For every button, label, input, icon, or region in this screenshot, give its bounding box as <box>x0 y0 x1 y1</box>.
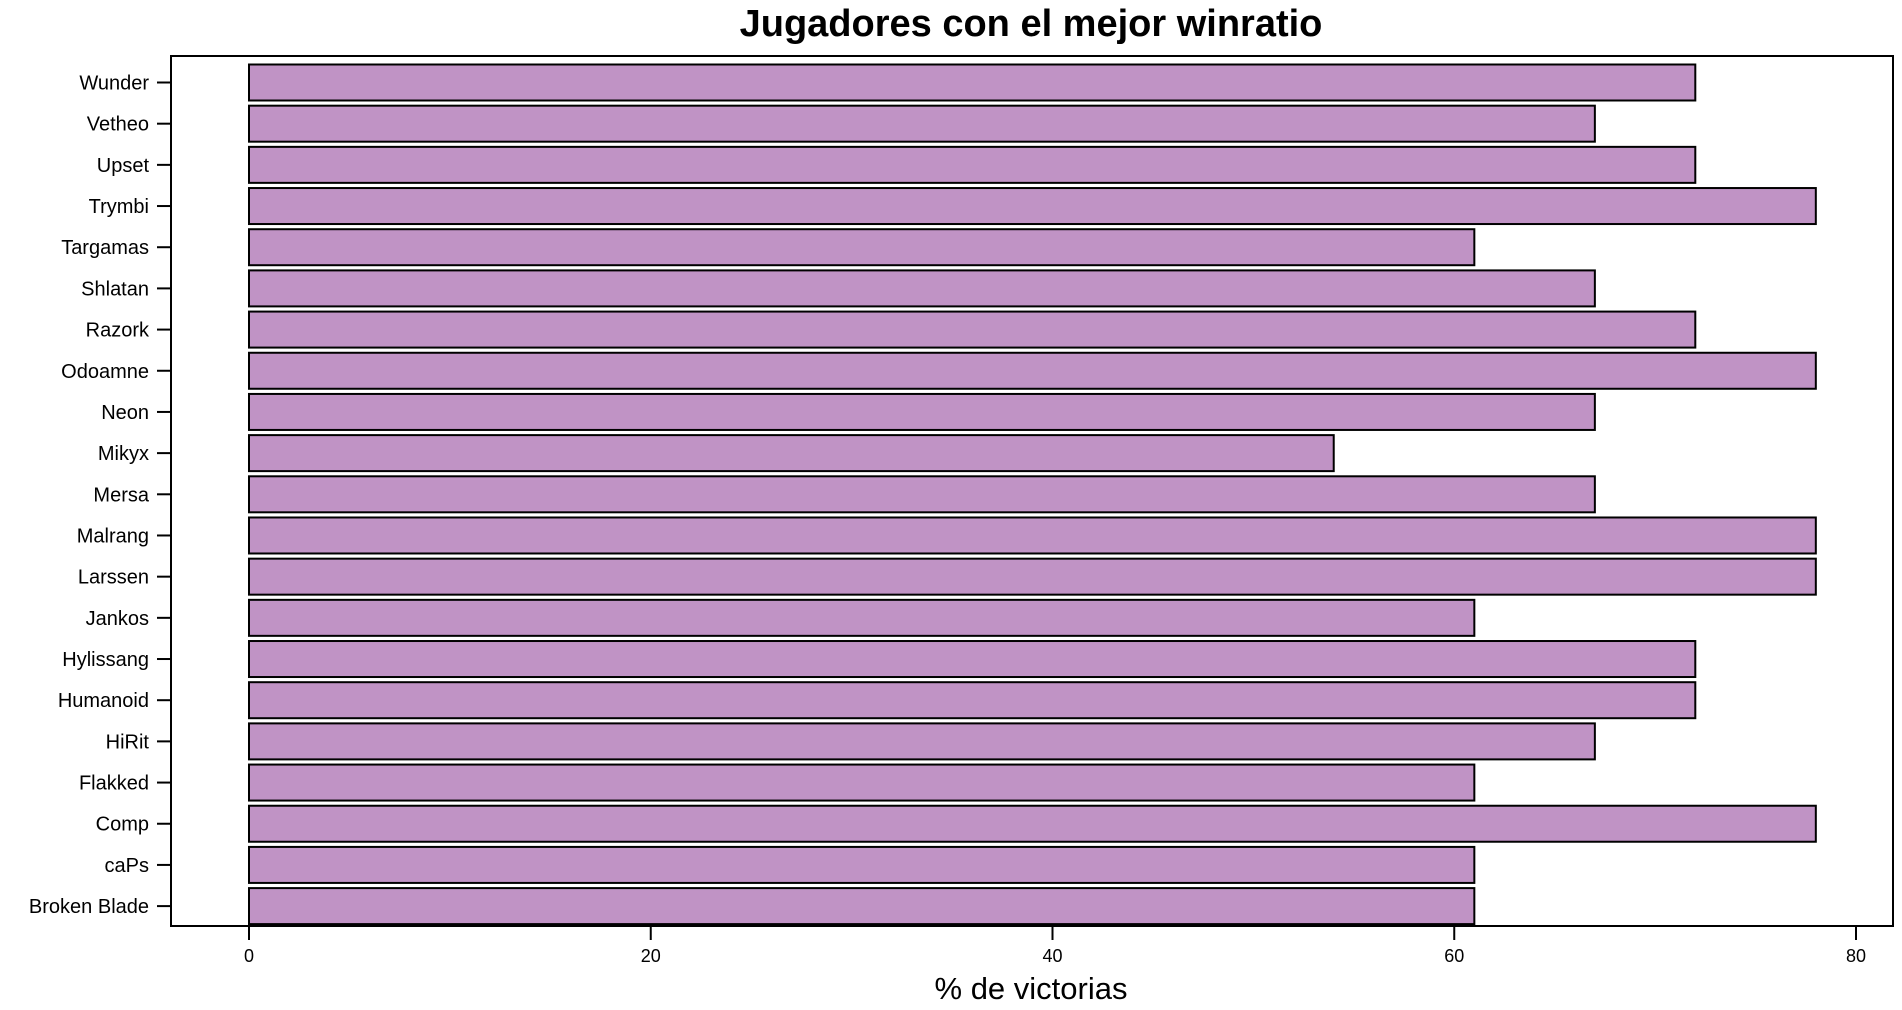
y-tick-label: Mersa <box>93 484 149 506</box>
bar-trymbi <box>248 187 1817 226</box>
y-tick-label: Trymbi <box>89 196 149 218</box>
y-tick-label: Upset <box>97 155 150 177</box>
bar-mersa <box>248 475 1596 514</box>
bar-caps <box>248 845 1476 884</box>
bar-humanoid <box>248 681 1697 720</box>
y-tick-label: Mikyx <box>98 443 149 465</box>
bar-odoamne <box>248 351 1817 390</box>
y-tick-label: Hylissang <box>62 649 149 671</box>
bar-targamas <box>248 228 1476 267</box>
bar-mikyx <box>248 434 1335 473</box>
y-tick-label: Jankos <box>86 608 149 630</box>
x-tick-label: 0 <box>244 946 254 966</box>
bar-hylissang <box>248 640 1697 679</box>
bar-hirit <box>248 722 1596 761</box>
x-axis: 0 20 40 60 80 <box>244 926 1866 966</box>
y-tick-label: HiRit <box>106 731 150 753</box>
y-tick-label: Neon <box>101 402 149 424</box>
bar-shlatan <box>248 269 1596 308</box>
x-tick-label: 80 <box>1846 946 1866 966</box>
bar-comp <box>248 804 1817 843</box>
bar-broken-blade <box>248 887 1476 926</box>
y-tick-label: Broken Blade <box>29 896 149 918</box>
bar-wunder <box>248 63 1697 102</box>
bar-larssen <box>248 557 1817 596</box>
bar-neon <box>248 392 1596 431</box>
x-tick-label: 40 <box>1042 946 1062 966</box>
y-tick-label: caPs <box>105 855 149 877</box>
bars-group <box>248 63 1817 926</box>
x-axis-label: % de victorias <box>935 971 1128 1006</box>
chart-title: Jugadores con el mejor winratio <box>740 3 1323 45</box>
y-tick-label: Razork <box>86 320 150 342</box>
y-tick-label: Larssen <box>78 567 149 589</box>
bar-upset <box>248 145 1697 184</box>
y-tick-label: Malrang <box>77 525 149 547</box>
y-tick-label: Humanoid <box>58 690 149 712</box>
bar-flakked <box>248 763 1476 802</box>
bar-razork <box>248 310 1697 349</box>
bar-malrang <box>248 516 1817 555</box>
x-tick-label: 20 <box>641 946 661 966</box>
y-axis: Broken Blade caPs Comp Flakked HiRit Humanoid… <box>29 73 171 918</box>
y-tick-label: Shlatan <box>81 278 149 300</box>
plot-frame <box>170 55 1894 927</box>
x-tick-label: 60 <box>1444 946 1464 966</box>
y-tick-label: Wunder <box>79 73 149 95</box>
bar-vetheo <box>248 104 1596 143</box>
y-tick-label: Comp <box>96 814 149 836</box>
y-tick-label: Vetheo <box>87 114 149 136</box>
y-tick-label: Odoamne <box>61 361 149 383</box>
y-tick-label: Flakked <box>79 773 149 795</box>
bar-jankos <box>248 598 1476 637</box>
y-tick-label: Targamas <box>61 237 149 259</box>
